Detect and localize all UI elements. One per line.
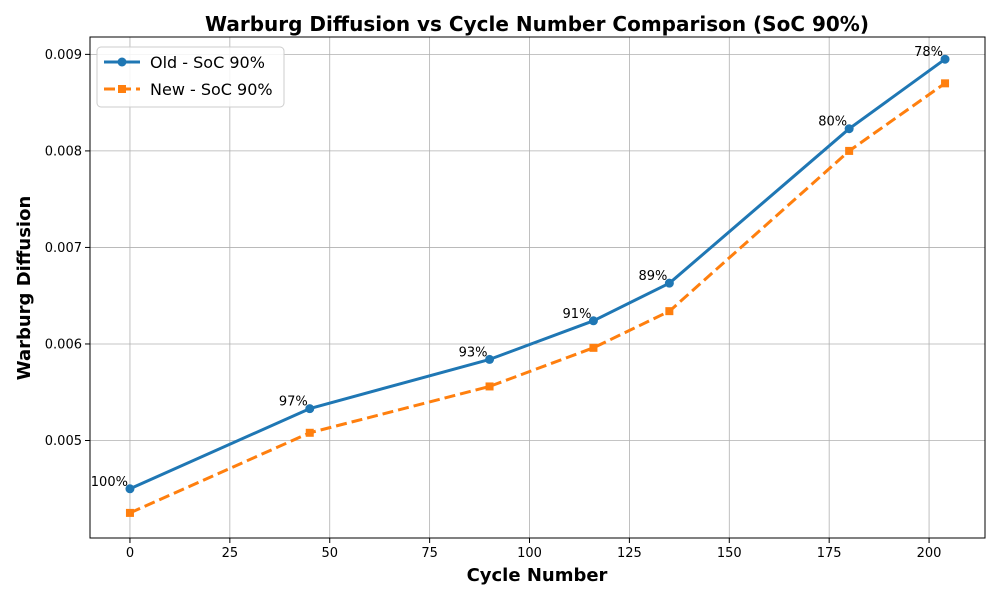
x-tick-label: 175 <box>817 546 842 561</box>
retention-annotation: 80% <box>818 115 847 130</box>
data-point-new <box>589 343 598 352</box>
data-point-old <box>125 484 135 494</box>
x-axis-ticks: 0 25 50 75 100 125 150 175 200 <box>126 538 942 561</box>
x-tick-label: 100 <box>517 546 542 561</box>
retention-annotation: 91% <box>563 307 592 322</box>
data-point-old <box>588 316 598 326</box>
retention-annotation: 78% <box>914 45 943 60</box>
legend-marker <box>117 57 127 67</box>
x-tick-label: 150 <box>717 546 742 561</box>
y-axis-label: Warburg Diffusion <box>14 196 35 381</box>
legend: Old - SoC 90% New - SoC 90% <box>96 46 285 108</box>
data-point-new <box>845 146 854 155</box>
x-tick-label: 25 <box>222 546 239 561</box>
y-tick-label: 0.006 <box>45 337 82 352</box>
retention-annotation: 93% <box>459 345 488 360</box>
data-point-new <box>485 382 494 391</box>
x-tick-label: 125 <box>617 546 642 561</box>
retention-annotation: 100% <box>91 475 128 490</box>
annotations: 100% 97% 93% 91% 89% 80% 78% <box>91 45 943 490</box>
y-tick-label: 0.007 <box>45 241 82 256</box>
legend-frame <box>96 46 285 108</box>
data-point-old <box>664 278 674 288</box>
retention-annotation: 89% <box>638 269 667 284</box>
x-axis-label: Cycle Number <box>467 565 608 586</box>
y-tick-label: 0.005 <box>45 434 82 449</box>
series <box>125 54 950 517</box>
data-point-old <box>940 54 950 64</box>
data-point-old <box>485 354 495 364</box>
series-line-new <box>129 82 946 515</box>
legend-label: New - SoC 90% <box>150 80 273 99</box>
data-point-new <box>305 428 314 437</box>
x-tick-label: 75 <box>421 546 438 561</box>
retention-annotation: 97% <box>279 395 308 410</box>
data-point-new <box>941 79 950 88</box>
legend-label: Old - SoC 90% <box>150 53 265 72</box>
x-tick-label: 50 <box>321 546 338 561</box>
y-tick-label: 0.008 <box>45 144 82 159</box>
data-point-new <box>125 508 134 517</box>
legend-marker <box>118 85 126 93</box>
plot-area-frame <box>89 36 986 539</box>
x-tick-label: 0 <box>126 546 134 561</box>
grid <box>90 37 985 538</box>
data-point-new <box>665 307 674 316</box>
y-axis-ticks: 0.005 0.006 0.007 0.008 0.009 <box>45 48 90 449</box>
x-tick-label: 200 <box>917 546 942 561</box>
y-tick-label: 0.009 <box>45 48 82 63</box>
chart-title: Warburg Diffusion vs Cycle Number Compar… <box>205 12 869 36</box>
data-point-old <box>844 124 854 134</box>
data-point-old <box>305 404 315 414</box>
